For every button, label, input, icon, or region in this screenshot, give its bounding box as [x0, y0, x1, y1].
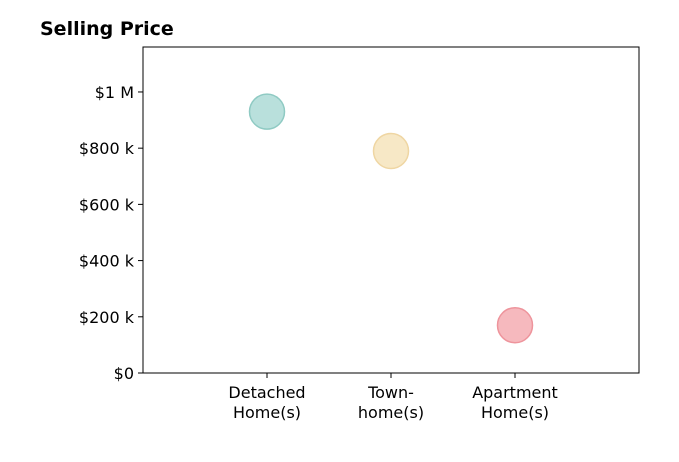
x-tick-label: Home(s) — [233, 403, 301, 422]
data-point — [248, 93, 286, 130]
plot-frame — [142, 46, 640, 374]
x-tick-label: Detached — [228, 383, 305, 402]
x-tick-label: Town- — [367, 383, 414, 402]
chart-title: Selling Price — [40, 18, 174, 40]
data-point — [372, 132, 410, 170]
data-point — [496, 306, 534, 344]
y-axis: $0 $200 k $400 k $600 k $800 k $1 M — [79, 83, 143, 383]
y-tick-label: $1 M — [95, 83, 134, 102]
y-tick-label: $600 k — [79, 195, 135, 214]
y-tick-label: $800 k — [79, 139, 135, 158]
data-points — [248, 93, 534, 344]
x-tick-label: Apartment — [472, 383, 558, 402]
x-tick-label: Home(s) — [481, 403, 549, 422]
x-axis: DetachedHome(s)Town-home(s)ApartmentHome… — [228, 373, 558, 422]
y-tick-label: $200 k — [79, 308, 135, 327]
x-tick-label: home(s) — [358, 403, 424, 422]
y-tick-label: $0 — [114, 364, 134, 383]
y-tick-label: $400 k — [79, 252, 135, 271]
plot-area — [142, 46, 640, 374]
